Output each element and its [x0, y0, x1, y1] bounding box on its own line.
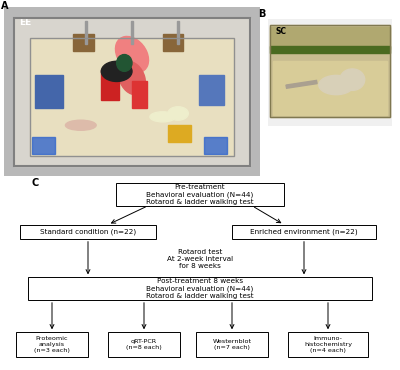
Bar	[14, 17, 250, 166]
Text: SC: SC	[276, 27, 286, 36]
Bar	[168, 125, 191, 142]
Ellipse shape	[116, 37, 148, 73]
Bar	[286, 80, 317, 88]
Bar	[108, 332, 180, 357]
Bar	[270, 25, 390, 117]
Bar	[131, 21, 133, 44]
Ellipse shape	[119, 61, 145, 95]
Bar	[273, 61, 387, 115]
Bar	[73, 34, 94, 51]
Text: EE: EE	[19, 17, 32, 27]
Text: Immuno-
histochemistry
(n=4 each): Immuno- histochemistry (n=4 each)	[304, 336, 352, 353]
Text: Pre-treatment
Behavioral evaluation (N=44)
Rotarod & ladder walking test: Pre-treatment Behavioral evaluation (N=4…	[146, 184, 254, 205]
Text: Rotarod test
At 2-week interval
for 8 weeks: Rotarod test At 2-week interval for 8 we…	[167, 249, 233, 269]
Bar	[28, 278, 372, 300]
Text: A: A	[2, 1, 9, 11]
Circle shape	[340, 69, 365, 90]
Bar	[270, 27, 390, 48]
Bar	[196, 332, 268, 357]
Bar	[132, 81, 147, 108]
Text: qRT-PCR
(n=8 each): qRT-PCR (n=8 each)	[126, 339, 162, 350]
Bar	[30, 38, 234, 155]
Text: Enriched environment (n=22): Enriched environment (n=22)	[250, 229, 358, 235]
Bar	[288, 332, 368, 357]
Bar	[270, 46, 390, 53]
Bar	[163, 34, 183, 51]
Text: C: C	[32, 178, 39, 188]
Bar	[30, 38, 234, 155]
Bar	[177, 21, 179, 44]
Text: Post-treatment 8 weeks
Behavioral evaluation (N=44)
Rotarod & ladder walking tes: Post-treatment 8 weeks Behavioral evalua…	[146, 278, 254, 299]
Bar	[85, 21, 87, 44]
Bar	[116, 183, 284, 206]
Bar	[16, 332, 88, 357]
Text: Standard condition (n=22): Standard condition (n=22)	[40, 229, 136, 235]
Text: Proteomic
analysis
(n=3 each): Proteomic analysis (n=3 each)	[34, 336, 70, 353]
Bar	[20, 225, 156, 239]
Text: Westernblot
(n=7 each): Westernblot (n=7 each)	[212, 339, 252, 350]
Ellipse shape	[150, 112, 176, 122]
Ellipse shape	[66, 120, 96, 130]
Ellipse shape	[117, 54, 132, 71]
Bar	[198, 75, 224, 105]
Bar	[101, 70, 119, 100]
Ellipse shape	[319, 75, 354, 95]
Bar	[32, 137, 55, 154]
Circle shape	[101, 61, 132, 81]
Bar	[14, 17, 250, 166]
Bar	[270, 25, 390, 117]
Circle shape	[168, 107, 188, 120]
Bar	[232, 225, 376, 239]
Bar	[204, 137, 227, 154]
Text: B: B	[258, 9, 266, 19]
Bar	[35, 75, 63, 108]
